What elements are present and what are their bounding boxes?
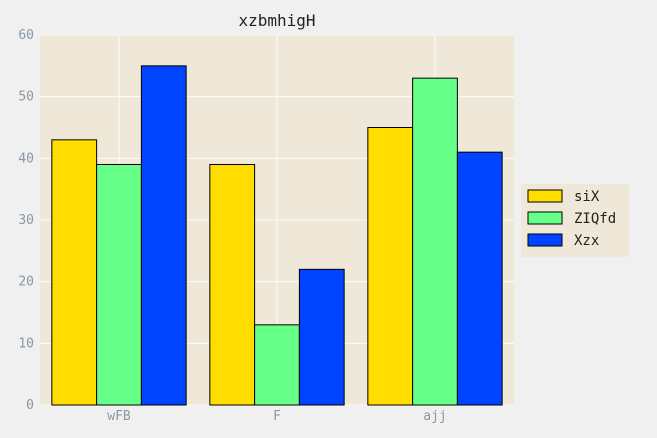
y-axis-ticks: 0 10 20 30 40 50 60 (18, 28, 34, 413)
bars (51, 65, 503, 406)
bar-ZIQfd-F (254, 324, 300, 406)
bar-ZIQfd-wFB (96, 164, 142, 406)
legend-label: Xzx (574, 233, 599, 249)
bar-Xzx-F (298, 268, 345, 406)
x-tick-label: F (273, 409, 281, 424)
legend-label: siX (574, 189, 600, 205)
bar-Xzx-ajj (456, 151, 503, 406)
y-tick-label: 30 (18, 213, 34, 228)
x-tick-label: ajj (423, 409, 446, 424)
legend-swatch (527, 189, 563, 203)
x-tick-label: wFB (107, 409, 131, 424)
y-tick-label: 0 (26, 398, 34, 413)
legend-swatch (527, 233, 563, 247)
y-tick-label: 10 (18, 336, 34, 351)
bar-Xzx-wFB (140, 65, 187, 406)
y-tick-label: 20 (18, 275, 34, 290)
bar-siX-F (209, 164, 256, 406)
legend-swatch (527, 211, 563, 225)
legend-label: ZIQfd (574, 211, 616, 227)
y-tick-label: 60 (18, 28, 34, 43)
chart-title: xzbmhigH (238, 11, 315, 30)
y-tick-label: 50 (18, 90, 34, 105)
y-tick-label: 40 (18, 151, 34, 166)
legend: siX ZIQfd Xzx (521, 184, 629, 257)
bar-siX-ajj (367, 127, 414, 406)
bar-siX-wFB (51, 139, 98, 406)
bar-ZIQfd-ajj (412, 77, 458, 406)
